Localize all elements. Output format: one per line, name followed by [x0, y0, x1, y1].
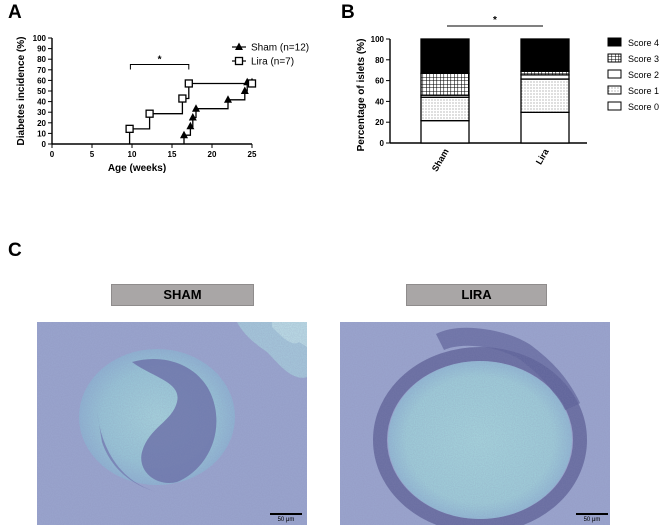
- islet-score-chart: 0 20 40 60 80 100 Percentage of islets (%) Sham…: [356, 15, 659, 173]
- data-point: [224, 95, 232, 103]
- series-lira: [125, 79, 257, 144]
- series-sham: [180, 77, 256, 144]
- y-tick-label: 100: [371, 35, 385, 44]
- x-tick-label: Lira: [534, 146, 551, 166]
- data-point: [192, 104, 200, 112]
- series-line: [128, 82, 252, 144]
- data-point: [125, 124, 134, 133]
- bar-sham: [420, 38, 470, 144]
- data-point: [180, 130, 188, 139]
- legend-marker: [234, 56, 244, 66]
- x-tick-label: 0: [50, 150, 55, 159]
- legend-label: Score 4: [628, 38, 659, 48]
- y-axis-label: Percentage of islets (%): [356, 39, 367, 152]
- data-point: [240, 86, 249, 94]
- bar-segment: [420, 72, 470, 96]
- y-tick-label: 0: [42, 140, 47, 149]
- legend-label: Score 2: [628, 70, 659, 80]
- data-point: [178, 94, 187, 103]
- legend-label: Score 1: [628, 86, 659, 96]
- y-tick-label: 60: [375, 77, 384, 86]
- legend-swatch: [607, 53, 622, 63]
- significance-star: *: [493, 15, 497, 26]
- y-tick-label: 40: [375, 97, 384, 106]
- x-tick-label: Sham: [430, 147, 451, 173]
- bar-segment: [420, 96, 470, 122]
- sham-micrograph: 50 μm: [37, 322, 307, 525]
- y-tick-label: 0: [380, 139, 385, 148]
- y-tick-label: 10: [37, 129, 46, 138]
- legend-label: Score 3: [628, 54, 659, 64]
- y-tick-label: 80: [375, 56, 384, 65]
- legend-swatch: [607, 85, 622, 95]
- panel-letter-a: A: [8, 2, 22, 23]
- bar-segment: [520, 38, 570, 72]
- series-line: [183, 81, 252, 144]
- y-tick-label: 20: [375, 118, 384, 127]
- bar-segment: [520, 111, 570, 144]
- legend-label: Sham (n=12): [251, 43, 309, 54]
- significance-bracket: [129, 64, 190, 70]
- x-tick-label: 10: [128, 150, 137, 159]
- data-point: [188, 113, 197, 121]
- legend-label: Score 0: [628, 102, 659, 112]
- data-point: [184, 79, 193, 88]
- x-tick-label: 20: [208, 150, 217, 159]
- data-point: [247, 79, 257, 88]
- lira-micrograph: 50 μm: [340, 322, 610, 525]
- x-tick-label: 5: [90, 150, 95, 159]
- legend-swatch: [607, 101, 622, 111]
- sham-banner: SHAM: [111, 284, 254, 306]
- legend-marker: [235, 42, 243, 50]
- significance-star: *: [158, 55, 162, 66]
- panel-letter-b: B: [341, 2, 355, 23]
- y-tick-label: 60: [37, 76, 46, 85]
- bar-lira: [520, 38, 570, 144]
- sham-scale-label: 50 μm: [278, 517, 295, 523]
- y-tick-label: 30: [37, 108, 46, 117]
- bar-segment: [420, 119, 470, 144]
- legend-swatch: [607, 69, 622, 79]
- y-axis-label: Diabetes incidence (%): [16, 37, 27, 146]
- data-point: [186, 121, 195, 130]
- y-tick-label: 50: [37, 87, 46, 96]
- x-tick-label: 25: [248, 150, 257, 159]
- legend-label: Lira (n=7): [251, 57, 294, 68]
- y-tick-label: 100: [33, 34, 47, 43]
- bar-segment: [520, 78, 570, 113]
- y-tick-label: 70: [37, 66, 46, 75]
- x-tick-label: 15: [168, 150, 177, 159]
- bar-segment: [420, 38, 470, 74]
- x-axis-label: Age (weeks): [108, 163, 166, 174]
- data-point: [145, 109, 154, 118]
- panel-letter-c: C: [8, 240, 22, 261]
- y-tick-label: 90: [37, 45, 46, 54]
- legend-swatch: [607, 37, 622, 47]
- y-tick-label: 40: [37, 98, 46, 107]
- lira-scale-label: 50 μm: [584, 517, 601, 523]
- y-tick-label: 80: [37, 55, 46, 64]
- lira-banner: LIRA: [406, 284, 547, 306]
- y-tick-label: 20: [37, 119, 46, 128]
